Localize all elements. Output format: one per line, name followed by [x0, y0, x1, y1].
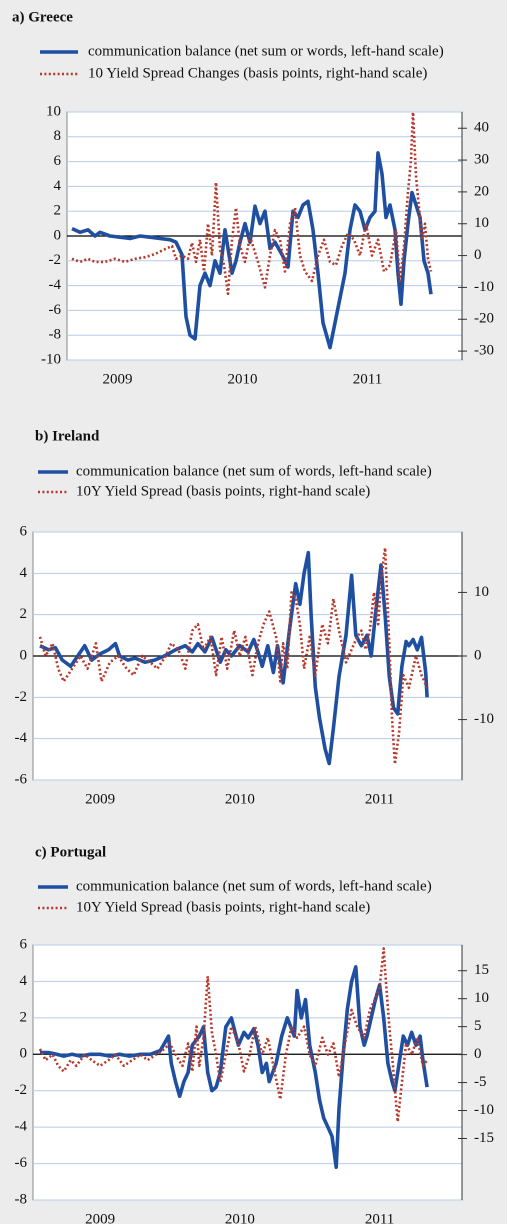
y2-tick-label: -15 [474, 1130, 494, 1146]
y2-tick-label: -5 [474, 1074, 487, 1090]
y-tick-label: -6 [15, 771, 28, 787]
y-tick-label: -4 [15, 1119, 28, 1135]
x-tick-label: 2011 [365, 791, 394, 807]
y-tick-label: 2 [20, 606, 28, 622]
y2-tick-label: 15 [474, 962, 489, 978]
y-tick-label: -2 [15, 1082, 28, 1098]
series-line [71, 111, 433, 296]
y-tick-label: 4 [54, 178, 62, 194]
legend-label: communication balance (net sum of words,… [76, 463, 432, 479]
series-line [38, 546, 429, 766]
y-tick-label: -2 [49, 252, 62, 268]
y-tick-label: 6 [20, 936, 28, 952]
y2-tick-label: 0 [474, 1046, 482, 1062]
legend-label: 10Y Yield Spread (basis points, right-ha… [76, 899, 370, 915]
y-tick-label: 10 [46, 103, 61, 119]
y-tick-label: 8 [54, 128, 62, 144]
y2-tick-label: 40 [474, 120, 489, 136]
panel-title: c) Portugal [35, 844, 106, 860]
x-tick-label: 2010 [228, 371, 258, 387]
y-tick-label: 0 [54, 227, 62, 243]
y2-tick-label: 0 [474, 247, 482, 263]
y-tick-label: 6 [20, 523, 28, 539]
series-line [38, 947, 429, 1123]
y2-tick-label: 30 [474, 152, 489, 168]
y2-tick-label: 5 [474, 1018, 482, 1034]
y2-tick-label: 0 [474, 647, 482, 663]
y-tick-label: -6 [49, 302, 62, 318]
y-tick-label: 6 [54, 153, 62, 169]
legend-label: 10Y Yield Spread (basis points, right-ha… [76, 483, 370, 499]
panel-title: a) Greece [12, 9, 73, 25]
y-tick-label: 4 [20, 973, 28, 989]
y-tick-label: 2 [20, 1009, 28, 1025]
x-tick-label: 2011 [365, 1211, 394, 1224]
y2-tick-label: 10 [474, 215, 489, 231]
y2-tick-label: 10 [474, 584, 489, 600]
legend-label: 10 Yield Spread Changes (basis points, r… [88, 65, 427, 81]
x-tick-label: 2010 [225, 1211, 255, 1224]
y2-tick-label: -10 [474, 711, 494, 727]
series-line [71, 151, 433, 350]
y-tick-label: -6 [15, 1155, 28, 1171]
y2-tick-label: -20 [474, 311, 494, 327]
y-tick-label: 4 [20, 565, 28, 581]
x-tick-label: 2011 [353, 371, 382, 387]
y-tick-label: 0 [20, 1046, 28, 1062]
y-tick-label: -4 [15, 730, 28, 746]
y-tick-label: 0 [20, 647, 28, 663]
y2-tick-label: 20 [474, 183, 489, 199]
x-tick-label: 2009 [85, 791, 115, 807]
y-tick-label: -4 [49, 277, 62, 293]
y-tick-label: -8 [49, 327, 62, 343]
legend-label: communication balance (net sum or words,… [88, 43, 444, 59]
x-tick-label: 2009 [103, 371, 133, 387]
panel-title: b) Ireland [35, 428, 100, 444]
y-tick-label: -10 [41, 351, 61, 367]
legend-label: communication balance (net sum of words,… [76, 878, 432, 894]
y-tick-label: -2 [15, 689, 28, 705]
y-tick-label: -8 [15, 1191, 28, 1207]
y2-tick-label: -10 [474, 279, 494, 295]
y2-tick-label: -30 [474, 343, 494, 359]
y-tick-label: 2 [54, 203, 62, 219]
y2-tick-label: 10 [474, 990, 489, 1006]
x-tick-label: 2010 [225, 791, 255, 807]
x-tick-label: 2009 [85, 1211, 115, 1224]
y2-tick-label: -10 [474, 1102, 494, 1118]
